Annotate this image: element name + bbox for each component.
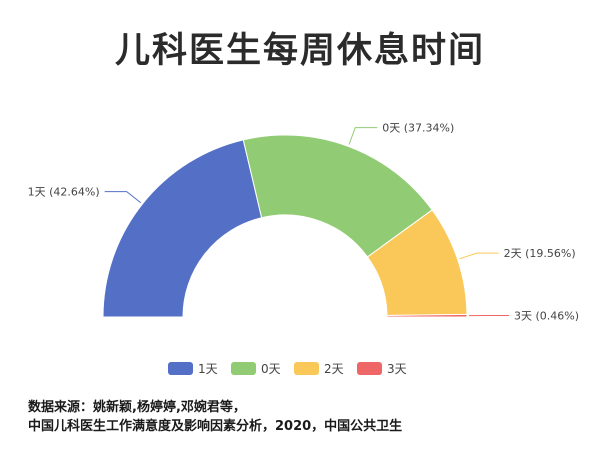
slice-4 [386, 313, 468, 318]
legend-swatch-2 [231, 362, 256, 375]
legend-label-1: 1天 [198, 362, 218, 376]
source-line-1: 数据来源：姚新颖,杨婷婷,邓婉君等， [28, 400, 246, 415]
legend-label-4: 3天 [387, 362, 407, 376]
leader-line-1 [104, 191, 142, 204]
data-label-1: 1天 (42.64%) [28, 186, 100, 199]
leader-line-3 [459, 252, 499, 260]
data-label-2: 0天 (37.34%) [382, 122, 454, 135]
legend-label-2: 0天 [261, 362, 281, 376]
legend-label-3: 2天 [324, 362, 344, 376]
legend-swatch-4 [357, 362, 382, 375]
source-line-2: 中国儿科医生工作满意度及影响因素分析，2020，中国公共卫生 [28, 419, 403, 434]
data-label-3: 2天 (19.56%) [504, 247, 576, 260]
legend-swatch-1 [168, 362, 193, 375]
leader-line-2 [348, 127, 378, 145]
data-label-4: 3天 (0.46%) [514, 310, 579, 323]
legend-swatch-3 [294, 362, 319, 375]
chart-title: 儿科医生每周休息时间 [114, 31, 485, 71]
slice-1 [102, 139, 263, 318]
data-source-note: 数据来源：姚新颖,杨婷婷,邓婉君等， 中国儿科医生工作满意度及影响因素分析，20… [28, 398, 402, 436]
